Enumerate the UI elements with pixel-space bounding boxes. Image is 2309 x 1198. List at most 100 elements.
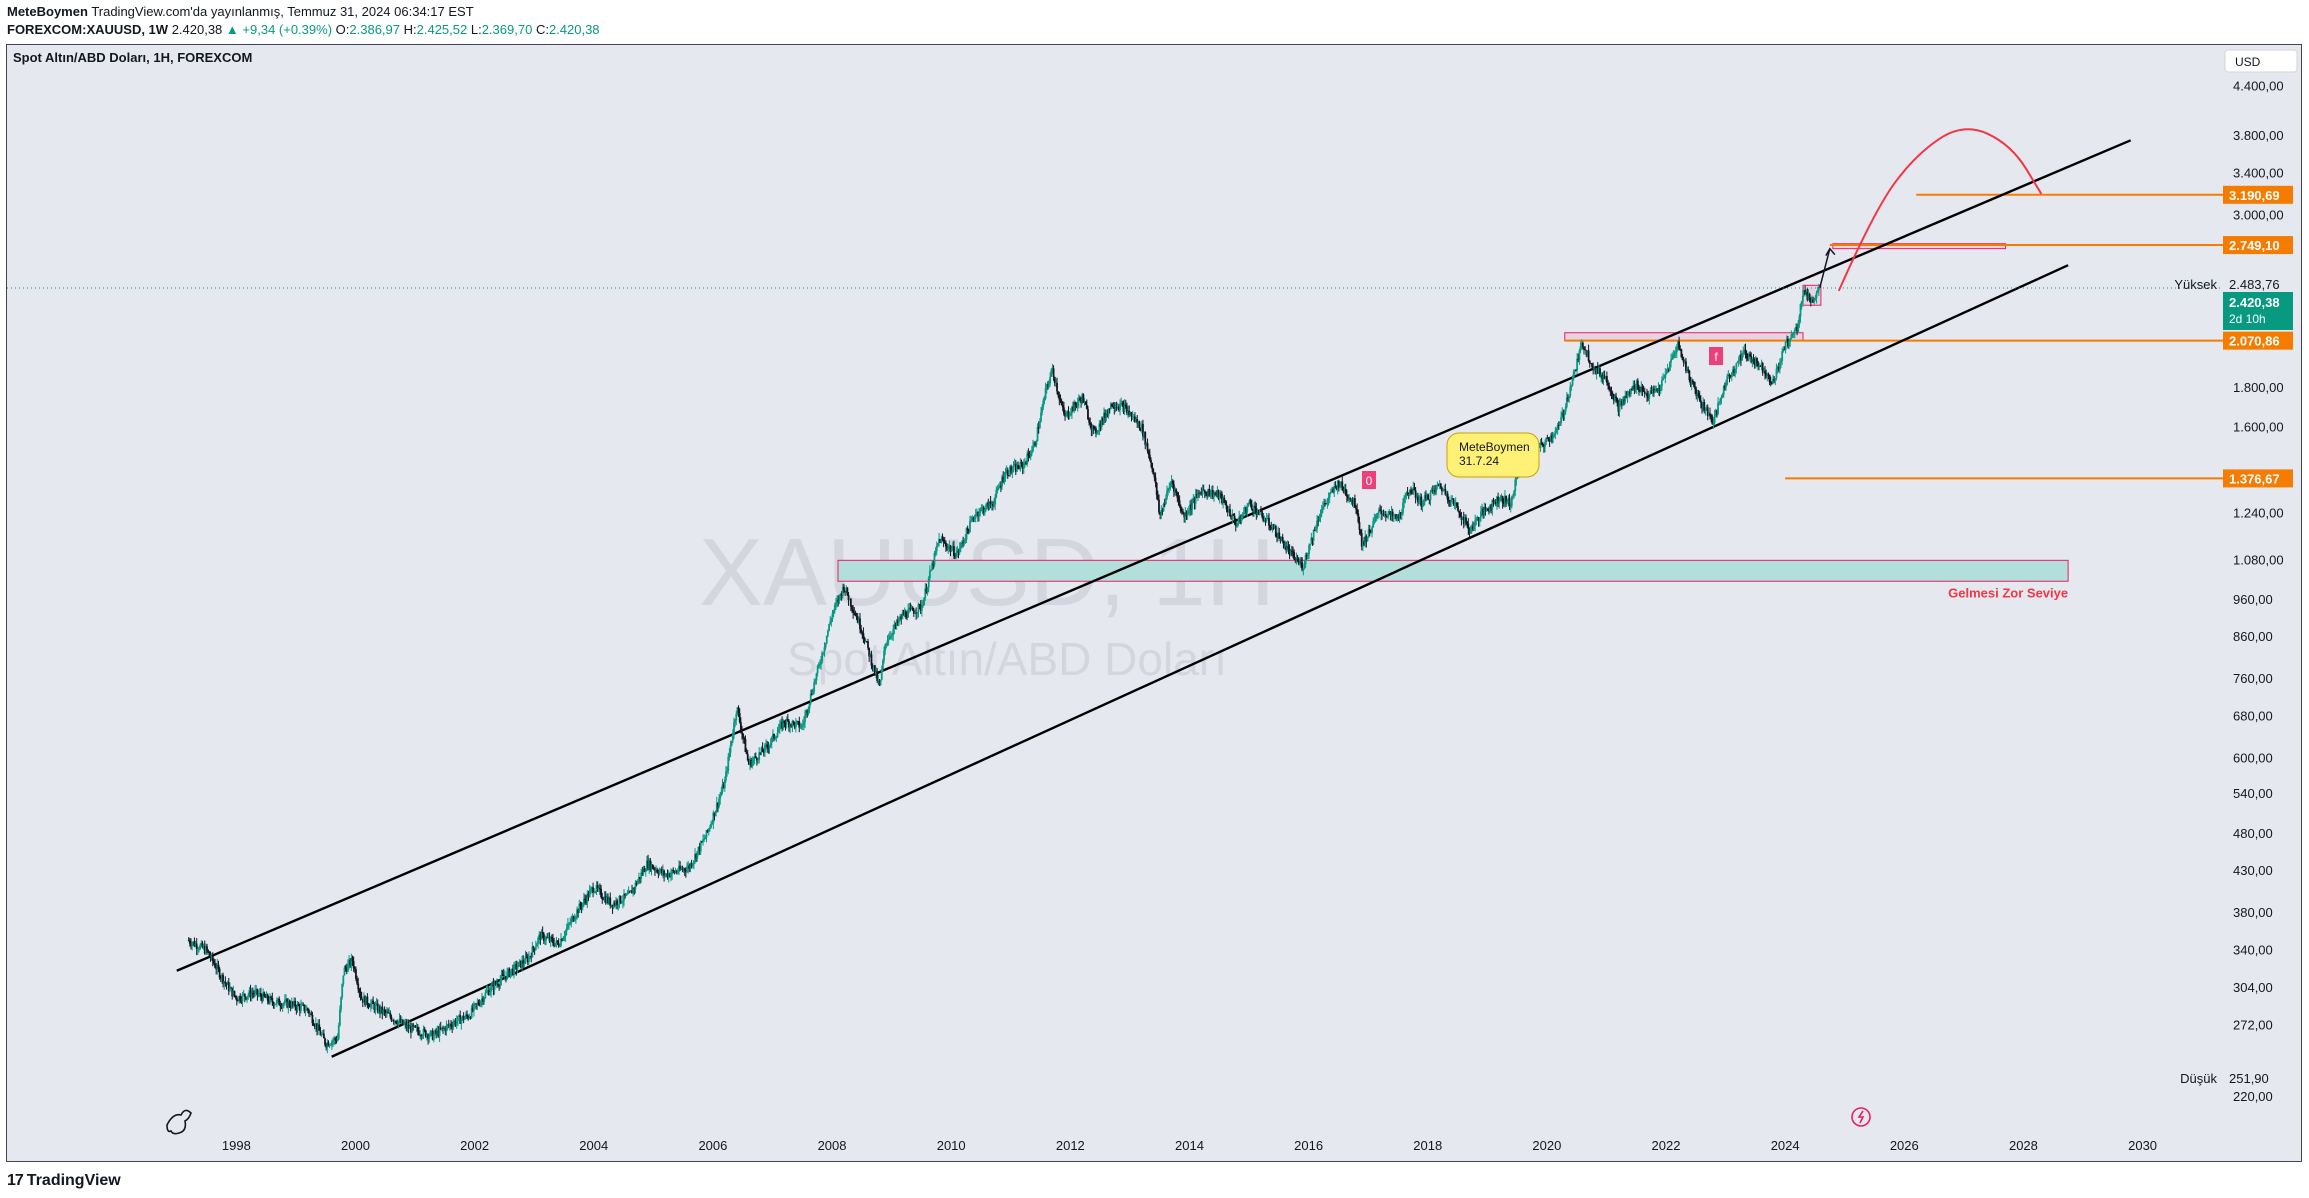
- candle-body-255: [479, 1001, 482, 1006]
- candle-body-474: [730, 740, 733, 746]
- candle-body-199: [415, 1027, 418, 1029]
- y-tick-10: 760,00: [2233, 671, 2273, 686]
- candle-body-154: [364, 996, 367, 1006]
- candle-body-882: [1198, 492, 1200, 494]
- symbol-name[interactable]: FOREXCOM:XAUUSD, 1W: [7, 22, 169, 37]
- candle-body-942: [1266, 517, 1269, 519]
- candle-body-72: [270, 996, 273, 999]
- candle-body-768: [1067, 411, 1070, 417]
- candle-body-191: [406, 1024, 409, 1028]
- candle-body-281: [509, 971, 512, 977]
- candle-body-1057: [1398, 512, 1401, 519]
- candle-body-357: [596, 885, 599, 889]
- candle-body-505: [766, 744, 769, 747]
- candle-body-1082: [1427, 494, 1430, 500]
- high-label: H:: [403, 22, 417, 37]
- candle-body-389: [633, 888, 636, 889]
- chart-pane[interactable]: XAUUSD, 1H Spot Altın/ABD Doları Spot Al…: [6, 44, 2302, 1162]
- candle-body-213: [431, 1030, 434, 1040]
- marker-f[interactable]: f: [1709, 347, 1723, 365]
- candle-body-1129: [1481, 508, 1483, 512]
- candle-body-402: [648, 860, 651, 869]
- lightning-icon[interactable]: [1851, 1107, 1871, 1127]
- candle-body-734: [1028, 455, 1031, 458]
- candle-body-234: [455, 1020, 458, 1025]
- candle-body-1406: [1798, 316, 1801, 325]
- candle-body-1275: [1648, 394, 1651, 399]
- annotation-note[interactable]: MeteBoymen 31.7.24: [1446, 432, 1540, 478]
- candle-body-1270: [1642, 391, 1645, 392]
- candle-body-890: [1207, 488, 1210, 497]
- candle-body-1116: [1466, 521, 1469, 524]
- current-price-tag[interactable]: 2.420,38 2d 10h: [2223, 292, 2293, 330]
- candle-body-53: [248, 990, 251, 995]
- y-tick-5: 1.600,00: [2233, 420, 2284, 435]
- candle-body-798: [1101, 418, 1104, 421]
- candle-body-856: [1168, 487, 1171, 489]
- candle-body-656: [939, 538, 942, 543]
- candle-body-754: [1051, 368, 1054, 370]
- candle-body-1247: [1616, 398, 1619, 402]
- candle-body-710: [1001, 476, 1003, 487]
- candle-body-193: [408, 1026, 411, 1029]
- candle-body-1384: [1773, 378, 1776, 381]
- candle-body-646: [927, 578, 930, 588]
- candle-body-585: [857, 618, 860, 623]
- candle-body-374: [616, 900, 619, 906]
- candle-body-156: [366, 996, 369, 1005]
- candle-body-509: [770, 737, 773, 743]
- candle-body-81: [280, 1006, 283, 1008]
- price-axis[interactable]: 4.400,003.800,003.400,003.000,001.800,00…: [2223, 45, 2301, 1161]
- candle-body-45: [239, 996, 242, 1001]
- y-tick-1: 3.800,00: [2233, 128, 2284, 143]
- candle-body-764: [1063, 407, 1065, 414]
- tradingview-logo[interactable]: 17 TradingView: [7, 1172, 121, 1189]
- candle-body-9: [198, 949, 200, 950]
- candle-body-189: [404, 1022, 407, 1024]
- candle-body-399: [644, 870, 647, 872]
- candle-body-209: [427, 1034, 430, 1039]
- candle-body-905: [1224, 502, 1227, 505]
- candle-body-823: [1130, 412, 1133, 418]
- chart-canvas[interactable]: XAUUSD, 1H Spot Altın/ABD Doları Spot Al…: [7, 45, 2301, 1161]
- candle-body-854: [1166, 491, 1168, 498]
- candle-body-464: [719, 795, 722, 799]
- candle-body-1135: [1488, 510, 1490, 512]
- time-axis[interactable]: 1998 2000 2002 2004 2006 2008 2010 2012 2014 2016…: [222, 1138, 2157, 1153]
- candle-body-1368: [1754, 357, 1757, 366]
- candle-body-38: [231, 987, 234, 997]
- candle-body-1238: [1606, 376, 1608, 383]
- candle-body-170: [382, 1009, 385, 1014]
- candle-body-957: [1284, 546, 1286, 549]
- candle-body-50: [245, 996, 247, 1000]
- candle-body-1343: [1726, 376, 1729, 386]
- candle-body-1314: [1693, 382, 1695, 387]
- candle-body-373: [615, 900, 617, 905]
- currency-button[interactable]: USD: [2224, 49, 2298, 73]
- candle-body-321: [555, 940, 558, 944]
- candle-body-1225: [1591, 363, 1593, 367]
- candle-body-691: [979, 508, 982, 514]
- candle-body-1072: [1415, 496, 1418, 498]
- candle-body-931: [1254, 505, 1257, 509]
- candle-body-906: [1225, 504, 1228, 510]
- candle-body-17: [207, 950, 210, 952]
- candle-body-1276: [1649, 390, 1652, 395]
- candle-body-855: [1167, 488, 1170, 492]
- candle-body-1391: [1781, 351, 1784, 361]
- candle-body-736: [1030, 451, 1033, 454]
- candle-body-458: [712, 812, 715, 824]
- marker-o[interactable]: 0: [1362, 471, 1376, 489]
- candle-body-433: [683, 868, 686, 871]
- author-name[interactable]: MeteBoymen: [7, 4, 88, 19]
- candle-body-939: [1263, 520, 1266, 522]
- candle-body-296: [526, 957, 529, 963]
- candle-body-456: [710, 823, 712, 828]
- candle-body-1190: [1551, 435, 1553, 439]
- candle-body-1245: [1614, 396, 1616, 401]
- note-bubble[interactable]: [1446, 432, 1540, 478]
- level-tag-label-0: 3.190,69: [2229, 188, 2280, 203]
- candle-body-125: [330, 1041, 333, 1045]
- candle-body-659: [942, 539, 945, 543]
- candle-body-1325: [1705, 407, 1708, 411]
